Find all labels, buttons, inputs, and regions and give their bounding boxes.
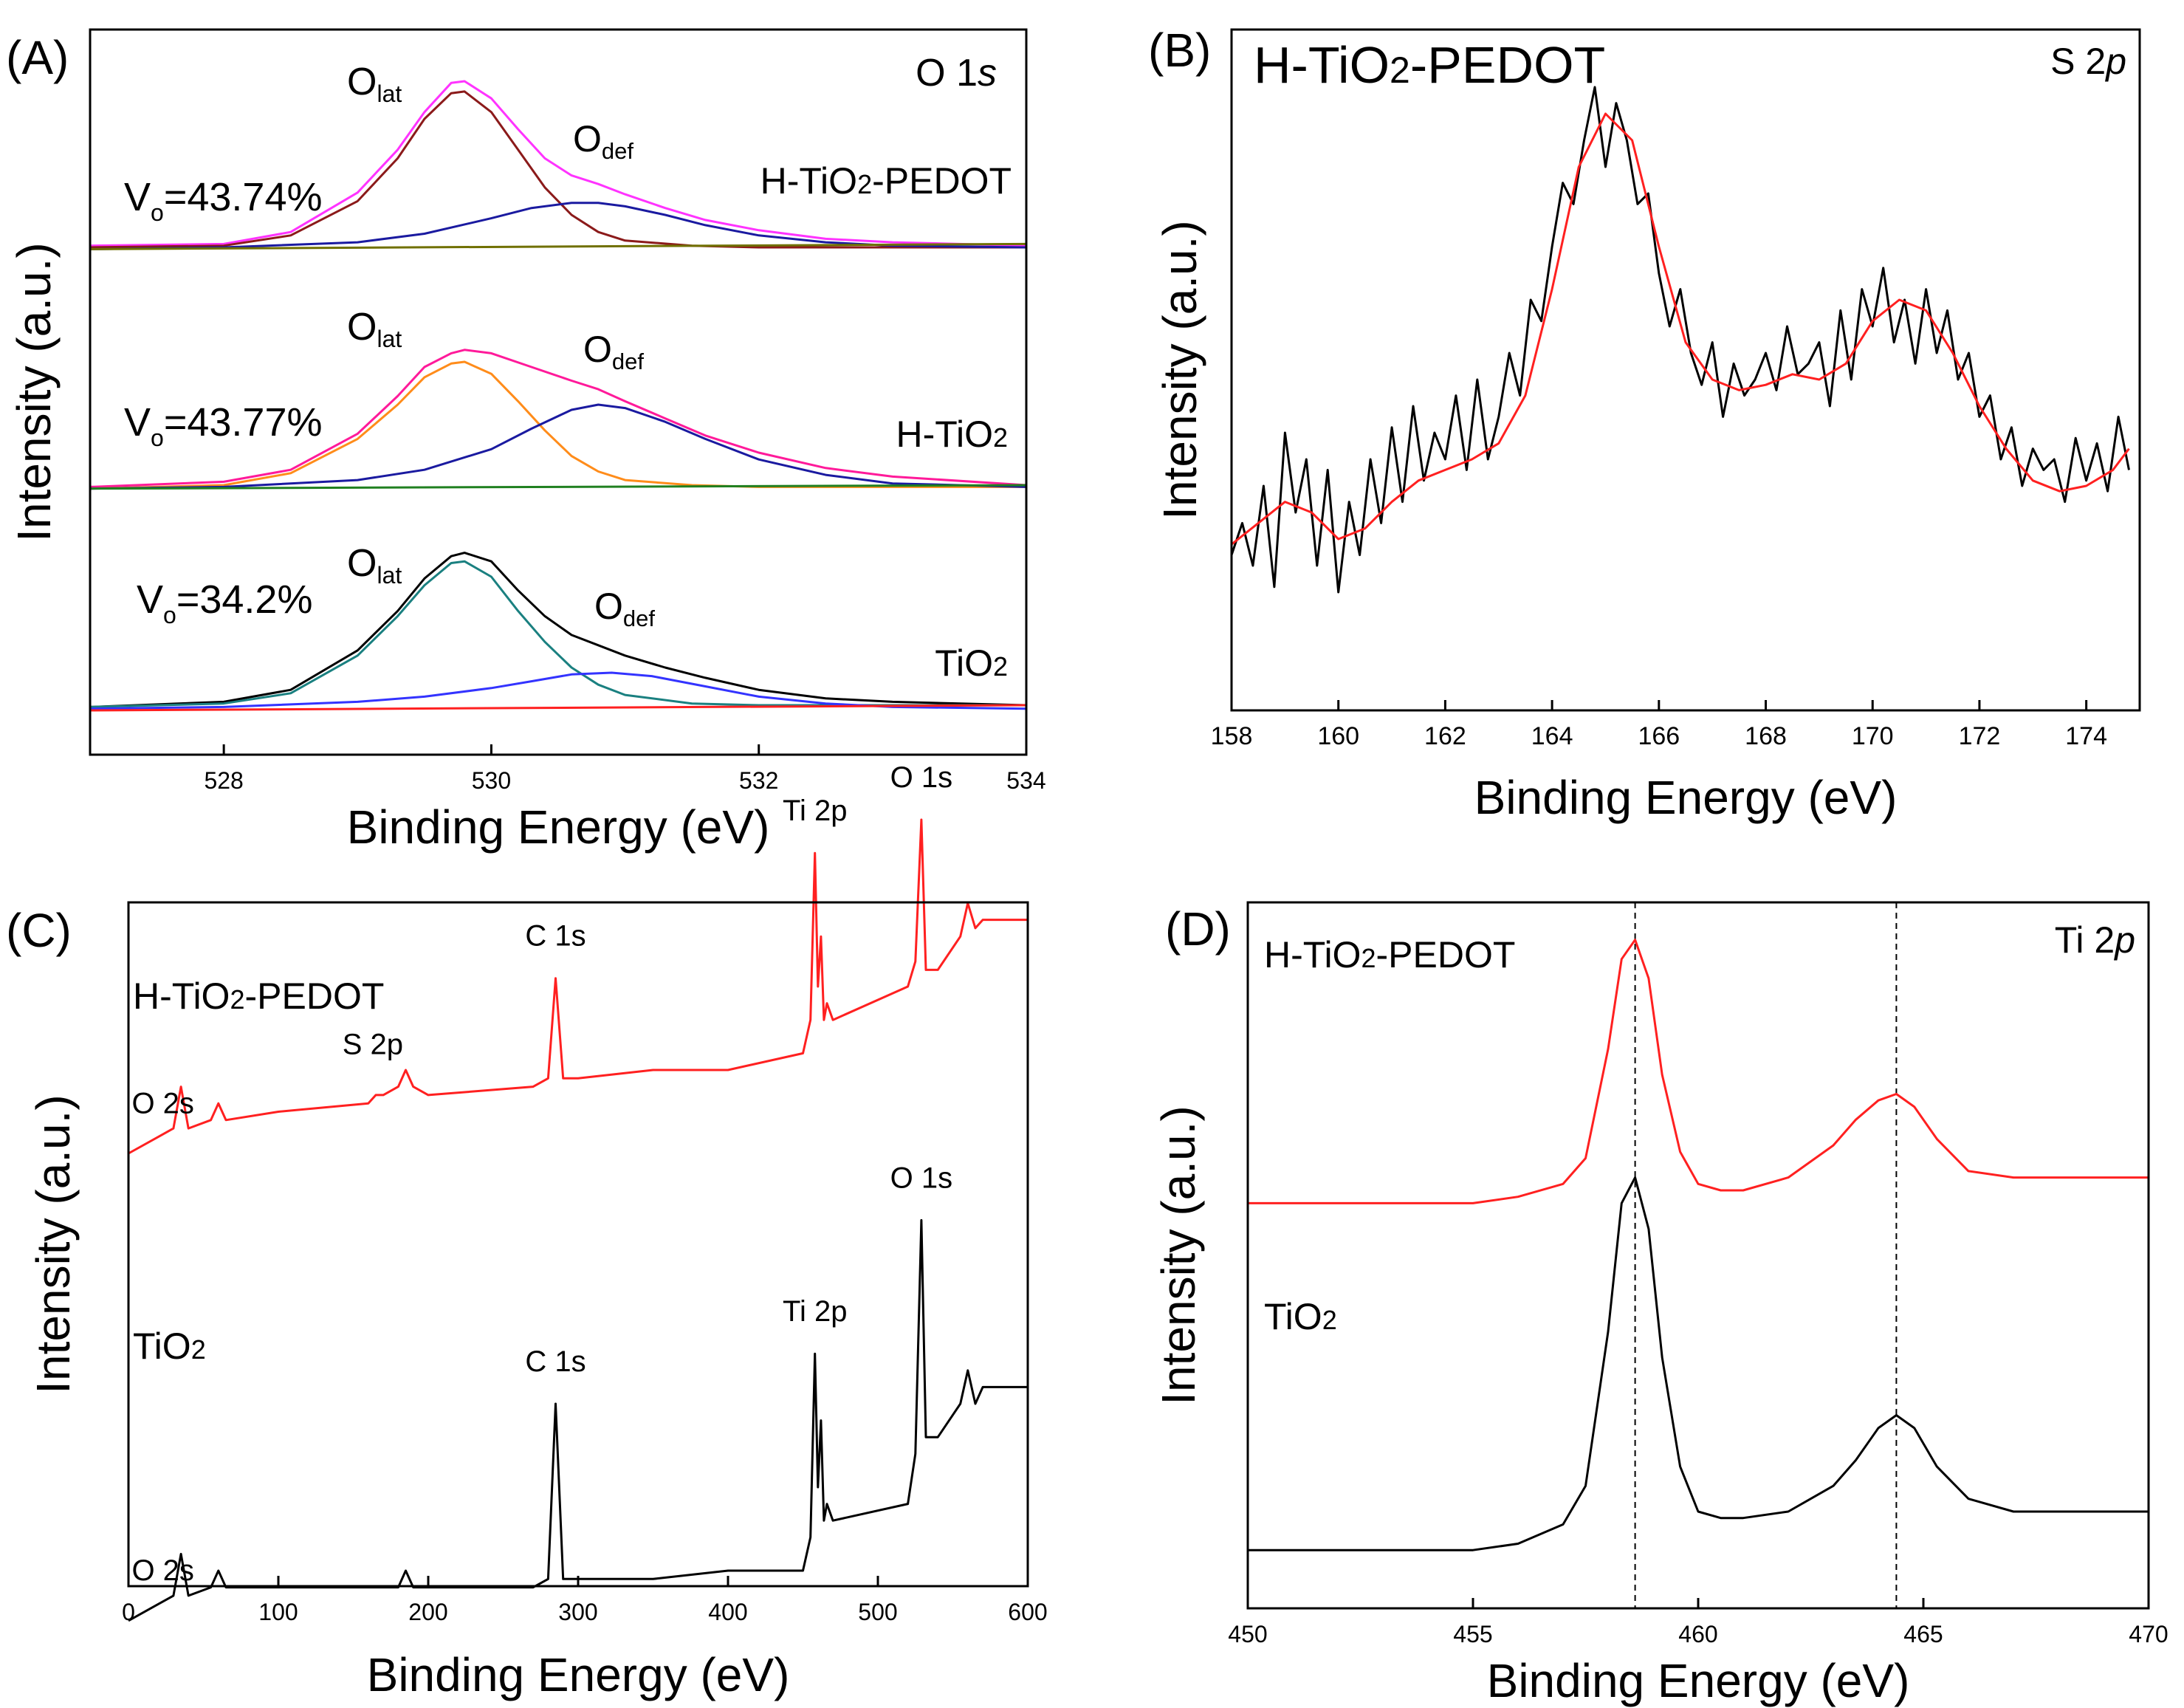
panel-b: (B) H-TiO2-PEDOT S 2p 158 160 162 164 166 168 170… bbox=[1148, 24, 2141, 824]
panel-a-corner-label: O 1s bbox=[916, 52, 997, 95]
panel-a-stack-H-TiO2: Vo=43.77% Olat Odef H-TiO2 bbox=[89, 306, 1027, 490]
panel-c-xtick-label-600: 600 bbox=[1008, 1599, 1047, 1625]
panel-a-H-TiO2-PEDOT-envelope-line bbox=[89, 80, 1027, 247]
panel-a-sample-label: H-TiO2-PEDOT bbox=[760, 160, 1012, 202]
panel-b-xtick-label-162: 162 bbox=[1424, 722, 1466, 750]
panel-c-peak-label: Ti 2p bbox=[783, 1295, 847, 1328]
panel-b-x-axis-label: Binding Energy (eV) bbox=[1474, 771, 1898, 824]
panel-b-xtick-label-170: 170 bbox=[1852, 722, 1894, 750]
panel-a-stack-H-TiO2-PEDOT: Vo=43.74% Olat Odef H-TiO2-PEDOT bbox=[89, 61, 1027, 250]
panel-d-x-axis-label: Binding Energy (eV) bbox=[1487, 1654, 1910, 1707]
o-lat-label: Olat bbox=[347, 542, 402, 589]
panel-c-peak-label: S 2p bbox=[343, 1029, 403, 1061]
panel-c-TiO2-line bbox=[128, 1218, 1028, 1622]
panel-c-xtick-label-400: 400 bbox=[708, 1599, 747, 1625]
panel-c-x-axis-label: Binding Energy (eV) bbox=[367, 1648, 790, 1701]
panel-d-xtick-label-455: 455 bbox=[1453, 1621, 1492, 1647]
panel-c-label: (C) bbox=[6, 904, 72, 957]
panel-a-x-axis-label: Binding Energy (eV) bbox=[347, 800, 770, 854]
panel-c-peak-label: O 1s bbox=[890, 761, 952, 794]
panel-d: (D) H-TiO2-PEDOT TiO2 Ti 2p 450 455 460 465 470 B… bbox=[1152, 901, 2168, 1707]
o-lat-label: Olat bbox=[347, 306, 402, 352]
panel-d-H-TiO2-PEDOT-line bbox=[1248, 939, 2149, 1204]
panels-group: (A) O 1sVo=43.74%OlatOdefH-TiO2-PEDOTVo=4… bbox=[6, 24, 2168, 1707]
panel-d-xtick-label-450: 450 bbox=[1228, 1621, 1267, 1647]
panel-a-xtick-label-532: 532 bbox=[739, 767, 778, 794]
panel-a-H-TiO2-envelope-line bbox=[89, 349, 1027, 488]
panel-c-xtick-label-0: 0 bbox=[122, 1599, 135, 1625]
panel-a-stack-TiO2: Vo=34.2% Olat Odef TiO2 bbox=[89, 542, 1027, 712]
panel-c-y-axis-label: Intensity (a.u.) bbox=[27, 1094, 80, 1394]
panel-c-peak-label: O 1s bbox=[890, 1162, 952, 1194]
panel-b-xtick-label-166: 166 bbox=[1638, 722, 1680, 750]
panel-a-sample-label: TiO2 bbox=[935, 642, 1008, 684]
panel-b-xtick-label-174: 174 bbox=[2065, 722, 2107, 750]
panel-c-series-label-pedot: H-TiO2-PEDOT bbox=[133, 975, 384, 1017]
panel-b-raw-line bbox=[1230, 86, 2130, 594]
panel-b-sample-label: H-TiO2-PEDOT bbox=[1254, 36, 1605, 94]
panel-a-label: (A) bbox=[6, 31, 69, 84]
panel-c-xtick-label-300: 300 bbox=[558, 1599, 597, 1625]
panel-b-frame bbox=[1230, 28, 2141, 712]
panel-a-H-TiO2-O_def-line bbox=[89, 403, 1027, 490]
panel-b-xtick-label-172: 172 bbox=[1959, 722, 2001, 750]
panel-b-corner-label: S 2p bbox=[2050, 41, 2126, 82]
panel-b-xtick-label-160: 160 bbox=[1317, 722, 1359, 750]
o-def-label: Odef bbox=[594, 586, 655, 631]
panel-a-H-TiO2-PEDOT-O_def-line bbox=[89, 202, 1027, 250]
panel-a-H-TiO2-PEDOT-baseline-line bbox=[89, 242, 1027, 250]
vacancy-ratio-label: Vo=43.77% bbox=[124, 400, 323, 451]
panel-c-peak-label: C 1s bbox=[525, 920, 586, 953]
panel-d-label: (D) bbox=[1165, 902, 1231, 956]
panel-c-peak-label: O 2s bbox=[131, 1554, 193, 1587]
panel-a-TiO2-O_def-line bbox=[89, 671, 1027, 710]
panel-b-xtick-label-164: 164 bbox=[1531, 722, 1573, 750]
panel-c-xtick-label-200: 200 bbox=[408, 1599, 447, 1625]
panel-c-xtick-label-100: 100 bbox=[258, 1599, 298, 1625]
panel-a-frame bbox=[89, 28, 1028, 756]
panel-d-y-axis-label: Intensity (a.u.) bbox=[1152, 1105, 1205, 1405]
panel-c-series-label-tio2: TiO2 bbox=[133, 1325, 206, 1367]
o-lat-label: Olat bbox=[347, 61, 402, 107]
o-def-label: Odef bbox=[583, 329, 644, 374]
panel-a-xtick-label-534: 534 bbox=[1006, 767, 1045, 794]
panel-a-TiO2-envelope-line bbox=[89, 552, 1027, 708]
panel-c: (C) H-TiO2-PEDOT TiO2 O 2s S 2p C 1s Ti 2p O 1s… bbox=[6, 761, 1048, 1701]
panel-a-xtick-label-530: 530 bbox=[472, 767, 511, 794]
vacancy-ratio-label: Vo=43.74% bbox=[124, 175, 323, 226]
panel-d-series-label-tio2: TiO2 bbox=[1264, 1296, 1337, 1337]
panel-b-xtick-label-158: 158 bbox=[1211, 722, 1253, 750]
panel-c-xtick-label-500: 500 bbox=[858, 1599, 897, 1625]
panel-c-H-TiO2-PEDOT-line bbox=[128, 818, 1028, 1155]
panel-d-xtick-label-470: 470 bbox=[2129, 1621, 2168, 1647]
panel-d-xtick-label-465: 465 bbox=[1903, 1621, 1943, 1647]
panel-d-series-label-pedot: H-TiO2-PEDOT bbox=[1264, 934, 1515, 975]
panel-a-xtick-label-528: 528 bbox=[204, 767, 243, 794]
panel-b-label: (B) bbox=[1148, 24, 1211, 77]
panel-a: (A) O 1sVo=43.74%OlatOdefH-TiO2-PEDOTVo=4… bbox=[6, 28, 1046, 854]
panel-d-xtick-label-460: 460 bbox=[1678, 1621, 1717, 1647]
panel-d-TiO2-line bbox=[1248, 1176, 2149, 1551]
panel-d-corner-label: Ti 2p bbox=[2055, 919, 2135, 961]
panel-b-y-axis-label: Intensity (a.u.) bbox=[1153, 220, 1206, 520]
panel-a-TiO2-O_lat-line bbox=[89, 560, 1026, 708]
panel-c-peak-label: O 2s bbox=[131, 1087, 193, 1119]
panel-a-TiO2-baseline-line bbox=[89, 704, 1027, 712]
panel-a-H-TiO2-baseline-line bbox=[89, 484, 1027, 490]
panel-c-peak-label: C 1s bbox=[525, 1345, 586, 1378]
panel-a-y-axis-label: Intensity (a.u.) bbox=[7, 242, 61, 542]
panel-b-xtick-label-168: 168 bbox=[1745, 722, 1787, 750]
o-def-label: Odef bbox=[573, 118, 633, 164]
panel-c-peak-label: Ti 2p bbox=[783, 795, 847, 827]
panel-a-sample-label: H-TiO2 bbox=[896, 414, 1008, 455]
vacancy-ratio-label: Vo=34.2% bbox=[137, 577, 312, 628]
panel-b-fit-line bbox=[1231, 112, 2130, 546]
